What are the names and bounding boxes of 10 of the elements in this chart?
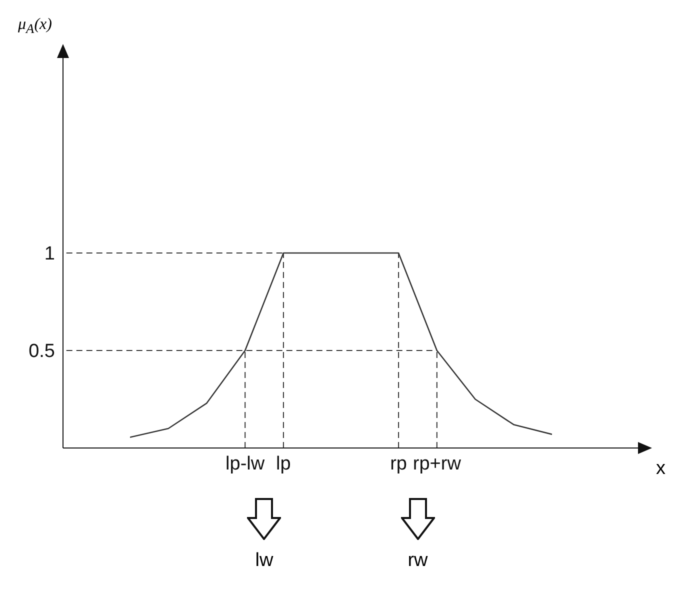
- text: rw: [406, 550, 429, 572]
- x-axis-title: x: [656, 458, 666, 480]
- x-tick-label: rp: [390, 453, 407, 474]
- y-tick-label: 0.5: [28, 341, 55, 362]
- y-axis-title: μ$_{A}$(x): [18, 16, 52, 38]
- text: lw: [254, 550, 274, 572]
- x-tick-label: lp-lw: [226, 453, 265, 474]
- y-tick-label: 1: [44, 244, 55, 265]
- x-tick-label: rp+rw: [412, 453, 462, 474]
- x-tick-label: lp: [276, 453, 291, 474]
